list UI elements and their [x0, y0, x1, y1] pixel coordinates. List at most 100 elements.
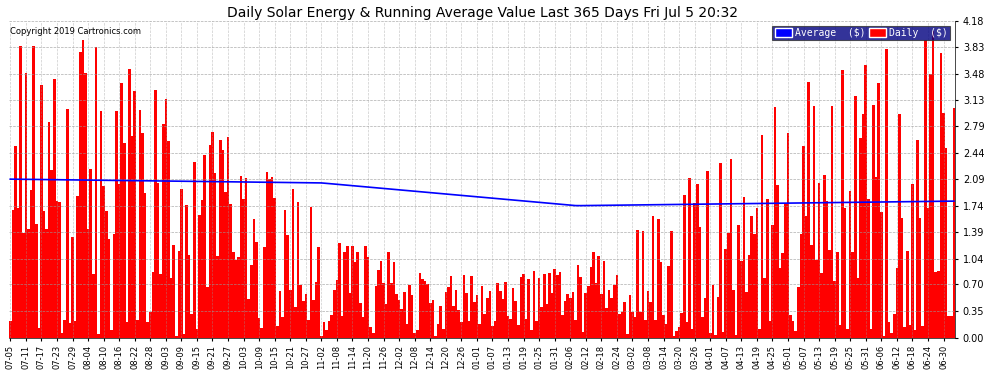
Bar	[725, 249, 727, 338]
Bar	[50, 170, 53, 338]
Bar	[297, 201, 299, 338]
Bar	[134, 92, 136, 338]
Bar	[366, 256, 369, 338]
Bar	[348, 293, 351, 338]
Bar	[935, 272, 937, 338]
Bar	[68, 322, 71, 338]
Bar	[750, 216, 753, 338]
Bar	[629, 295, 632, 338]
Bar	[733, 290, 735, 338]
Bar	[33, 46, 35, 338]
Bar	[722, 332, 725, 338]
Bar	[292, 189, 294, 338]
Bar	[611, 298, 613, 338]
Bar	[89, 169, 92, 338]
Bar	[41, 85, 43, 338]
Bar	[278, 291, 281, 338]
Bar	[58, 202, 60, 338]
Bar	[341, 316, 344, 338]
Bar	[318, 247, 320, 338]
Bar	[429, 303, 432, 338]
Bar	[110, 330, 113, 338]
Bar	[382, 283, 385, 338]
Bar	[714, 334, 717, 338]
Bar	[440, 306, 442, 338]
Bar	[867, 199, 869, 338]
Bar	[507, 316, 509, 338]
Bar	[156, 183, 159, 338]
Bar	[763, 278, 766, 338]
Bar	[927, 208, 930, 338]
Bar	[43, 210, 46, 338]
Bar	[164, 99, 167, 338]
Bar	[162, 124, 164, 338]
Bar	[151, 272, 154, 338]
Bar	[649, 302, 651, 338]
Bar	[639, 312, 642, 338]
Bar	[561, 315, 563, 338]
Bar	[864, 66, 867, 338]
Bar	[307, 320, 310, 338]
Bar	[276, 326, 278, 338]
Bar	[185, 205, 188, 338]
Bar	[550, 293, 553, 338]
Bar	[284, 210, 286, 338]
Bar	[252, 219, 255, 338]
Bar	[248, 299, 250, 338]
Bar	[92, 274, 95, 338]
Bar	[131, 136, 134, 338]
Bar	[260, 328, 263, 338]
Bar	[211, 132, 214, 338]
Bar	[361, 316, 364, 338]
Bar	[97, 334, 100, 338]
Bar	[63, 320, 66, 338]
Bar	[632, 312, 634, 338]
Bar	[209, 145, 211, 338]
Bar	[294, 308, 297, 338]
Bar	[201, 200, 203, 338]
Bar	[359, 303, 361, 338]
Bar	[543, 274, 545, 338]
Bar	[766, 199, 768, 338]
Bar	[238, 257, 240, 338]
Bar	[688, 178, 691, 338]
Bar	[919, 217, 922, 338]
Bar	[175, 336, 177, 338]
Bar	[924, 40, 927, 338]
Bar	[346, 246, 348, 338]
Bar	[829, 250, 831, 338]
Bar	[545, 304, 548, 338]
Bar	[55, 201, 58, 338]
Bar	[523, 274, 525, 338]
Bar	[416, 330, 419, 338]
Bar	[883, 336, 885, 338]
Bar	[364, 246, 366, 338]
Bar	[901, 217, 903, 338]
Bar	[859, 138, 862, 338]
Bar	[465, 293, 468, 338]
Bar	[587, 286, 590, 338]
Bar	[281, 317, 284, 338]
Bar	[25, 74, 27, 338]
Bar	[616, 275, 618, 338]
Bar	[380, 261, 382, 338]
Bar	[579, 277, 582, 338]
Bar	[603, 261, 605, 338]
Bar	[528, 279, 530, 338]
Bar	[771, 225, 774, 338]
Bar	[779, 268, 781, 338]
Bar	[730, 159, 733, 338]
Bar	[942, 114, 944, 338]
Bar	[398, 300, 400, 338]
Bar	[302, 301, 305, 338]
Bar	[224, 192, 227, 338]
Bar	[105, 211, 108, 338]
Bar	[683, 195, 686, 338]
Bar	[600, 294, 603, 338]
Bar	[805, 216, 808, 338]
Bar	[877, 82, 880, 338]
Bar	[169, 278, 172, 338]
Bar	[826, 201, 829, 338]
Bar	[582, 332, 584, 338]
Bar	[432, 300, 435, 338]
